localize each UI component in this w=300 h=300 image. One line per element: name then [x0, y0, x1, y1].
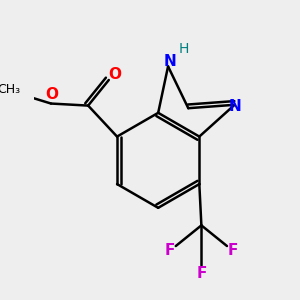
Text: F: F — [196, 266, 207, 281]
Text: O: O — [45, 87, 58, 102]
Text: CH₃: CH₃ — [0, 82, 20, 96]
Text: H: H — [178, 42, 189, 56]
Text: F: F — [228, 244, 238, 259]
Text: F: F — [164, 244, 175, 259]
Text: O: O — [109, 67, 122, 82]
Text: N: N — [164, 54, 176, 69]
Text: N: N — [229, 99, 242, 114]
